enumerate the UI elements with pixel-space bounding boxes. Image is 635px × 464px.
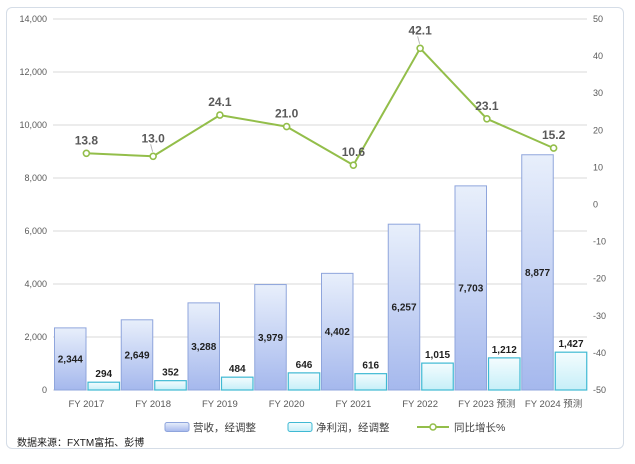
right-axis-tick: 50 xyxy=(593,14,603,24)
category-label: FY 2021 xyxy=(336,399,372,410)
left-axis-tick: 8,000 xyxy=(24,173,47,183)
profit-bar-label: 1,427 xyxy=(558,339,583,350)
revenue-bar-label: 7,703 xyxy=(458,283,483,294)
category-label: FY 2023 预测 xyxy=(458,399,515,410)
profit-bar xyxy=(421,362,454,391)
legend-line-marker xyxy=(429,423,437,431)
revenue-bar xyxy=(187,302,220,391)
category-label: FY 2017 xyxy=(69,399,105,410)
legend-item-growth: 同比增长% xyxy=(417,421,505,434)
growth-point-label: 13.0 xyxy=(141,131,165,145)
right-axis-tick: 10 xyxy=(593,162,603,172)
growth-point-label: 23.1 xyxy=(475,99,499,113)
revenue-bar xyxy=(120,319,154,391)
revenue-bar-label: 3,979 xyxy=(258,333,283,344)
line-series: 13.8 13.0 24.1 21.0 10.6 42.1 23.1 15.2 xyxy=(75,23,566,169)
profit-bar xyxy=(154,380,187,391)
revenue-bar-label: 3,288 xyxy=(191,342,216,353)
legend-swatch xyxy=(287,422,313,432)
legend-label: 净利润，经调整 xyxy=(316,421,390,434)
revenue-bar xyxy=(454,185,487,391)
profit-bar xyxy=(487,357,521,391)
legend-item-revenue: 营收，经调整 xyxy=(164,421,256,434)
profit-bar-label: 1,015 xyxy=(425,350,450,361)
profit-bar-label: 352 xyxy=(162,368,179,379)
profit-bar xyxy=(554,351,588,391)
category-label: FY 2019 xyxy=(202,399,238,410)
right-axis-tick: -40 xyxy=(593,348,606,358)
growth-point-label: 42.1 xyxy=(408,23,432,37)
growth-point xyxy=(416,44,424,53)
revenue-bar xyxy=(54,327,87,391)
revenue-bar xyxy=(387,223,421,391)
revenue-bar-label: 8,877 xyxy=(525,268,550,279)
growth-line xyxy=(86,47,555,167)
growth-point xyxy=(483,114,491,123)
growth-point-label: 10.6 xyxy=(342,145,366,159)
category-label: FY 2020 xyxy=(269,399,305,410)
revenue-bar-label: 4,402 xyxy=(325,327,350,338)
label-leader-line xyxy=(417,36,421,44)
profit-bar-label: 616 xyxy=(362,361,379,372)
legend-label: 营收，经调整 xyxy=(193,421,256,434)
growth-point xyxy=(549,144,558,152)
category-label: FY 2022 xyxy=(402,399,438,410)
growth-point-label: 24.1 xyxy=(208,95,232,109)
growth-point-label: 13.8 xyxy=(75,133,99,147)
category-axis: FY 2017 FY 2018 FY 2019 FY 2020 FY 2021 FY 20… xyxy=(69,399,583,410)
growth-point xyxy=(282,122,291,131)
right-axis-tick: -10 xyxy=(593,237,606,247)
right-axis-tick: -30 xyxy=(593,311,606,321)
left-axis-tick: 2,000 xyxy=(24,332,47,342)
revenue-bar-label: 2,649 xyxy=(124,350,149,361)
profit-bar-label: 484 xyxy=(229,364,246,375)
legend-label: 同比增长% xyxy=(454,421,505,434)
revenue-bar xyxy=(521,154,554,391)
revenue-bar-label: 6,257 xyxy=(391,303,416,314)
legend-swatch xyxy=(164,422,190,432)
right-axis-tick: -20 xyxy=(593,274,606,284)
left-axis-tick: 12,000 xyxy=(19,67,47,77)
profit-bar xyxy=(287,372,321,391)
left-axis-tick: 14,000 xyxy=(19,14,47,24)
source-note: 数据来源：FXTM富拓、彭博 xyxy=(17,438,145,449)
growth-point xyxy=(349,161,358,169)
profit-bar xyxy=(220,376,254,391)
left-axis-tick: 6,000 xyxy=(24,226,47,236)
growth-point xyxy=(216,111,224,119)
right-axis-tick: 40 xyxy=(593,51,603,61)
revenue-bar xyxy=(254,284,287,391)
left-axis-tick: 0 xyxy=(42,385,47,395)
category-label: FY 2018 xyxy=(135,399,171,410)
right-axis-tick: -50 xyxy=(593,385,606,395)
revenue-bar xyxy=(321,272,354,391)
category-label: FY 2024 预测 xyxy=(525,399,582,410)
right-axis-tick: 20 xyxy=(593,125,603,135)
growth-point xyxy=(82,149,91,158)
profit-bar-label: 294 xyxy=(95,369,112,380)
left-axis-tick: 10,000 xyxy=(19,120,47,130)
growth-point-label: 21.0 xyxy=(275,107,299,121)
legend-item-profit: 净利润，经调整 xyxy=(287,421,390,434)
revenue-bar-label: 2,344 xyxy=(58,354,83,365)
legend: 营收，经调整 净利润，经调整 同比增长% xyxy=(164,421,505,434)
left-axis-tick: 4,000 xyxy=(24,279,47,289)
growth-point xyxy=(149,152,157,161)
axis-labels: 14,000 12,000 10,000 8,000 6,000 4,000 2,000 0 5… xyxy=(19,14,606,395)
profit-bar-label: 1,212 xyxy=(492,345,517,356)
profit-bar xyxy=(87,381,121,391)
label-leader-line xyxy=(150,144,154,152)
profit-bar-label: 646 xyxy=(296,360,313,371)
profit-bar xyxy=(354,373,388,391)
gridlines xyxy=(53,18,587,391)
right-axis-tick: 0 xyxy=(593,200,598,210)
growth-point-label: 15.2 xyxy=(542,128,566,142)
bar-series: 2,344 294 2,649 352 3,288 484 3,979 646 4,402 616… xyxy=(54,154,588,391)
right-axis-tick: 30 xyxy=(593,88,603,98)
